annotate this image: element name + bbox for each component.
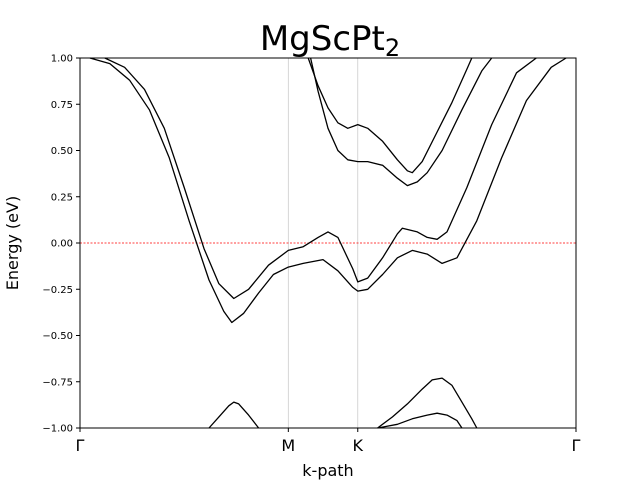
y-axis-label: Energy (eV) [3, 196, 22, 290]
y-tick-label: −1.00 [42, 424, 73, 435]
band-line-4 [307, 57, 473, 174]
x-tick-label: Γ [572, 436, 581, 455]
y-tick-label: −0.50 [42, 331, 73, 342]
y-tick-label: 0.25 [51, 192, 73, 203]
band-line-6 [377, 377, 478, 429]
x-tick-label: Γ [76, 436, 85, 455]
x-axis-label: k-path [302, 461, 353, 480]
chart-title: MgScPt2 [260, 19, 400, 62]
y-tick-label: 1.00 [51, 54, 73, 65]
x-tick-label: M [281, 436, 295, 455]
band-lines [89, 57, 567, 429]
y-axis-ticks: 1.00 0.75 0.50 0.25 0.00 −0.25 −0.50 −0.75 −1.00 [42, 54, 80, 435]
band-line-7 [377, 412, 463, 429]
y-tick-label: 0.75 [51, 100, 73, 111]
y-tick-label: 0.00 [51, 239, 73, 250]
y-tick-label: −0.75 [42, 377, 73, 388]
y-tick-label: 0.50 [51, 146, 73, 157]
x-tick-label: K [353, 436, 364, 455]
band-line-2 [104, 57, 537, 300]
y-tick-label: −0.25 [42, 285, 73, 296]
band-line-3 [309, 57, 493, 187]
band-line-1 [89, 57, 567, 324]
band-line-5 [208, 401, 260, 429]
